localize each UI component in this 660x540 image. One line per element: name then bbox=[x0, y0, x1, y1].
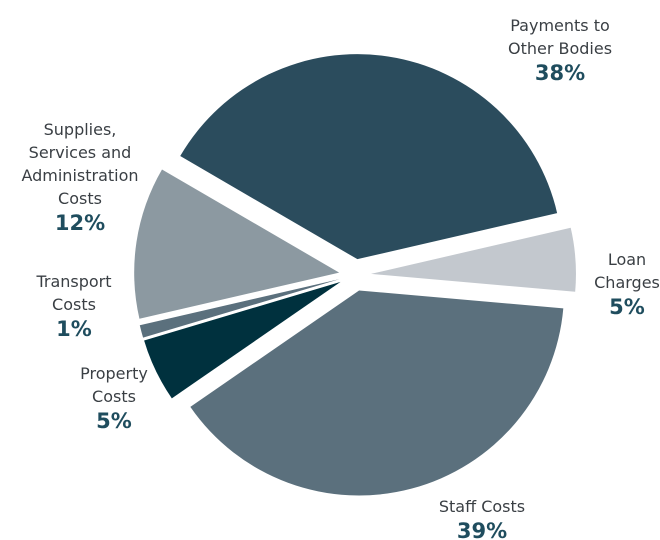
value-label: 39% bbox=[456, 519, 508, 540]
slice bbox=[134, 169, 340, 319]
slice-label: Staff Costs 39% bbox=[412, 495, 552, 540]
value-label: 38% bbox=[534, 61, 586, 85]
slice-label: Payments to Other Bodies 38% bbox=[500, 14, 620, 86]
slice-label: Transport Costs 1% bbox=[29, 270, 119, 342]
slice bbox=[144, 281, 341, 399]
slice-label: Loan Charges 5% bbox=[587, 248, 660, 320]
category-label: Loan Charges bbox=[594, 250, 660, 292]
category-label: Supplies, Services and Administration Co… bbox=[21, 120, 139, 208]
slice-label: Supplies, Services and Administration Co… bbox=[19, 118, 141, 236]
category-label: Payments to Other Bodies bbox=[507, 16, 613, 58]
slice bbox=[370, 227, 576, 292]
value-label: 12% bbox=[54, 211, 106, 235]
value-label: 1% bbox=[56, 317, 92, 341]
slice bbox=[180, 54, 558, 260]
slice bbox=[190, 290, 564, 496]
slice-label: Property Costs 5% bbox=[69, 362, 159, 434]
value-label: 5% bbox=[96, 409, 132, 433]
value-label: 5% bbox=[609, 295, 645, 319]
slice bbox=[139, 279, 340, 338]
category-label: Property Costs bbox=[80, 364, 148, 406]
category-label: Staff Costs bbox=[438, 497, 526, 516]
category-label: Transport Costs bbox=[36, 272, 112, 314]
